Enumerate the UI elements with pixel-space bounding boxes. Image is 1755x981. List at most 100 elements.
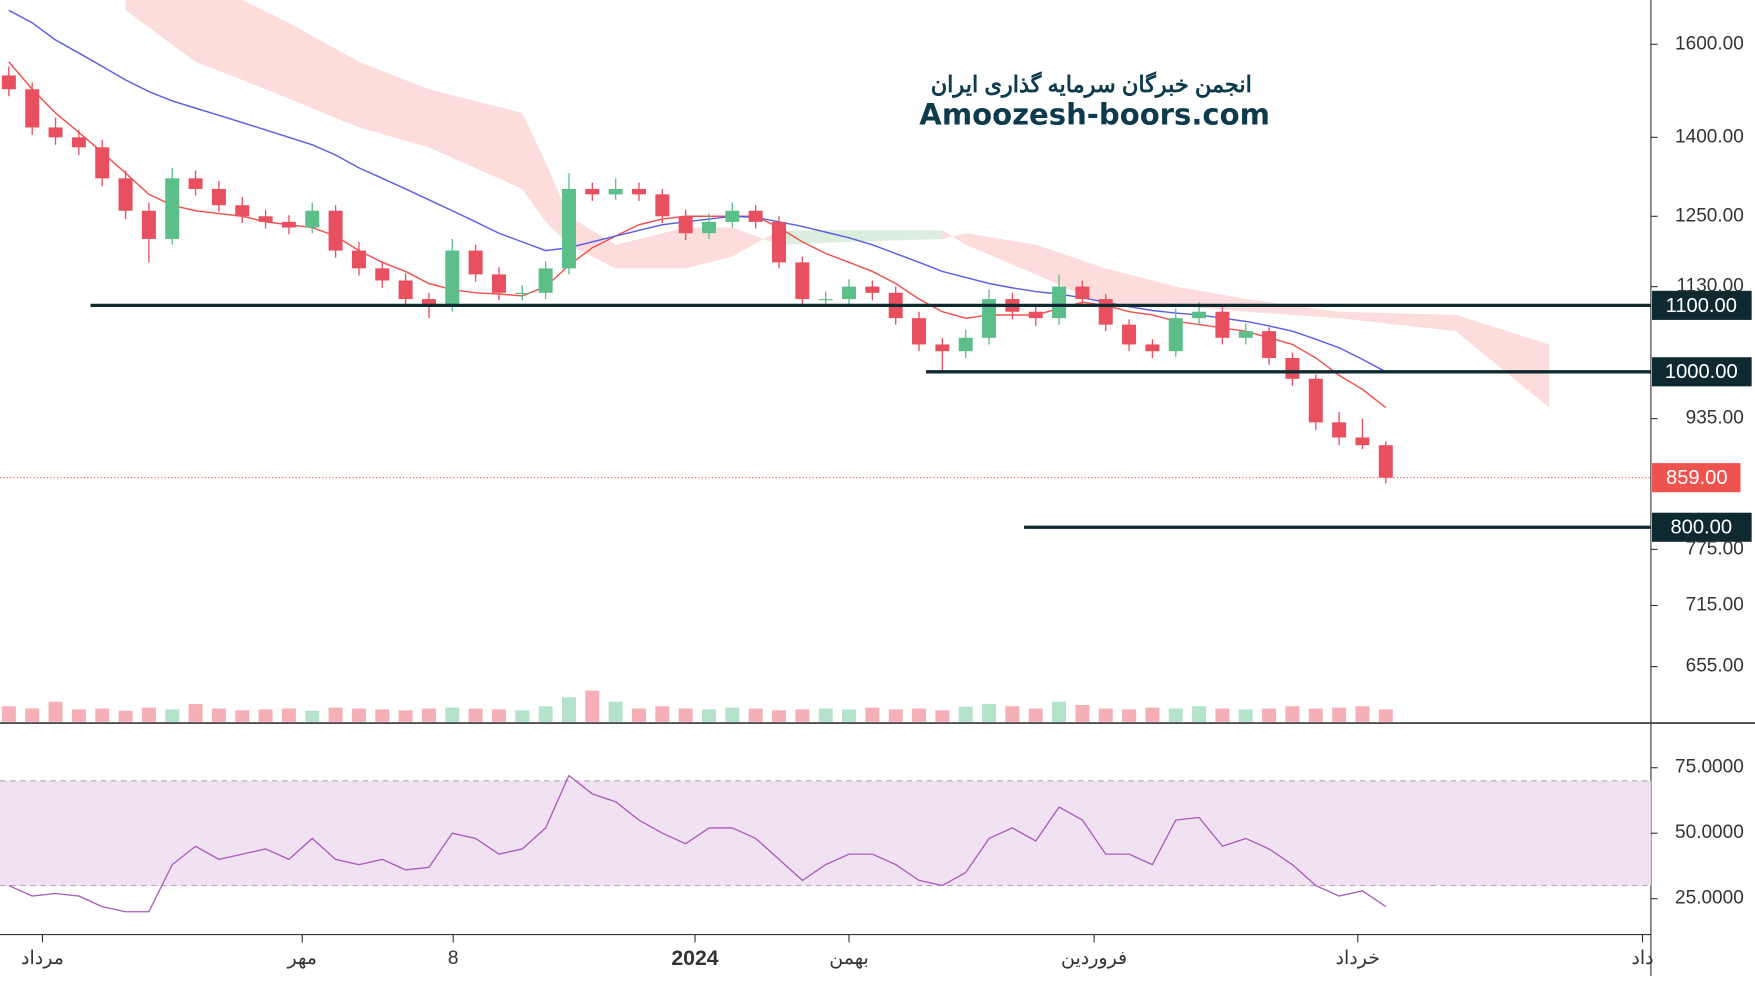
volume-bar [1285, 706, 1300, 722]
candle-body [701, 221, 717, 234]
volume-bar [795, 709, 810, 722]
volume-bar [398, 710, 413, 722]
volume-bar [1005, 706, 1020, 722]
candle-body [958, 337, 973, 352]
last-price-box [1652, 463, 1741, 493]
volume-bar [328, 707, 343, 722]
volume-bar [165, 709, 180, 722]
volume-bar [1215, 708, 1230, 722]
y-tick-label: 935.00 [1686, 408, 1744, 429]
candle-body [1308, 378, 1323, 423]
candle-body [678, 216, 693, 234]
y-tick-label: 715.00 [1686, 595, 1744, 616]
moving-average [8, 9, 1387, 373]
y-tick-label: 25.0000 [1675, 888, 1744, 909]
volume-bar [1355, 706, 1370, 722]
candle-body [982, 299, 997, 338]
candle-body [561, 188, 576, 269]
level-label: 800.00 [1670, 517, 1732, 539]
volume-bar [421, 708, 436, 722]
volume-bar [1028, 708, 1043, 722]
candle-body [1028, 311, 1043, 319]
volume-bar [281, 708, 296, 722]
level-box [1652, 512, 1752, 542]
volume-bar [211, 708, 226, 722]
x-tick-label: مرداد [21, 948, 64, 969]
volume-bar [1, 706, 16, 722]
level-label: 1000.00 [1665, 361, 1738, 383]
y-tick-label: 1130.00 [1676, 276, 1743, 297]
candle-body [71, 137, 86, 148]
candle-body [1332, 422, 1347, 438]
cloud-segment [195, 0, 243, 81]
candle-body [1285, 357, 1300, 379]
volume-bar [982, 704, 997, 722]
candle-body [235, 205, 250, 217]
volume-bar [678, 708, 693, 722]
candle-body [1378, 445, 1393, 478]
candle-body [421, 299, 436, 306]
volume-bar [445, 707, 460, 722]
candle-body [95, 147, 110, 179]
x-tick-label: 8 [448, 948, 459, 969]
volume-bar [1192, 706, 1207, 722]
candle-body [141, 210, 156, 239]
cloud-segment [1339, 311, 1456, 332]
cloud-segment [942, 230, 966, 245]
candle-body [1238, 331, 1253, 338]
volume-bar [25, 708, 40, 722]
volume-bar [188, 704, 203, 722]
candle-body [608, 188, 623, 195]
candle-body [585, 188, 600, 195]
candle-body [865, 286, 880, 293]
candle-body [165, 178, 180, 239]
candle-body [795, 262, 810, 300]
volume-bar [701, 709, 717, 722]
volume-bar [655, 706, 670, 722]
candle-body [818, 299, 833, 301]
volume-bar [258, 709, 273, 722]
volume-bar [631, 708, 646, 722]
candle-body [1, 75, 16, 90]
candle-body [1168, 318, 1183, 352]
volume-bar [538, 706, 553, 722]
x-tick-label: داد [1631, 948, 1653, 969]
candle-body [935, 344, 950, 352]
y-tick-label: 50.0000 [1675, 822, 1744, 843]
x-tick-label: فروردین [1061, 948, 1127, 969]
volume-bar [351, 708, 366, 722]
x-tick-label: بهمن [829, 948, 869, 969]
candle-body [48, 127, 63, 138]
y-tick-label: 1400.00 [1675, 126, 1744, 147]
level-box [1652, 357, 1752, 387]
volume-bar [888, 709, 903, 722]
volume-bar [1332, 707, 1347, 722]
volume-bar [1238, 709, 1253, 722]
y-tick-label: 655.00 [1686, 656, 1744, 677]
volume-bar [1145, 707, 1160, 722]
candle-body [1192, 311, 1207, 319]
cloud-segment [242, 0, 289, 99]
cloud-segment [965, 233, 1036, 275]
volume-bar [1052, 701, 1067, 722]
y-tick-label: 75.0000 [1675, 757, 1744, 778]
y-tick-label: 1600.00 [1675, 33, 1744, 54]
candle-body [211, 188, 226, 206]
candle-body [1215, 311, 1230, 338]
cloud-segment [849, 230, 943, 242]
volume-bar [561, 697, 576, 722]
volume-bar [748, 708, 763, 722]
candle-body [725, 210, 740, 222]
cloud-segment [288, 22, 359, 128]
x-tick-label: 2024 [671, 946, 718, 970]
volume-bar [375, 709, 390, 722]
candle-body [118, 178, 133, 211]
volume-bar [95, 708, 110, 722]
volume-bar [515, 710, 530, 722]
candle-body [842, 286, 857, 300]
volume-bar [1262, 708, 1277, 722]
volume-bar [958, 706, 973, 722]
volume-bar [608, 701, 623, 722]
candle-body [445, 250, 460, 306]
